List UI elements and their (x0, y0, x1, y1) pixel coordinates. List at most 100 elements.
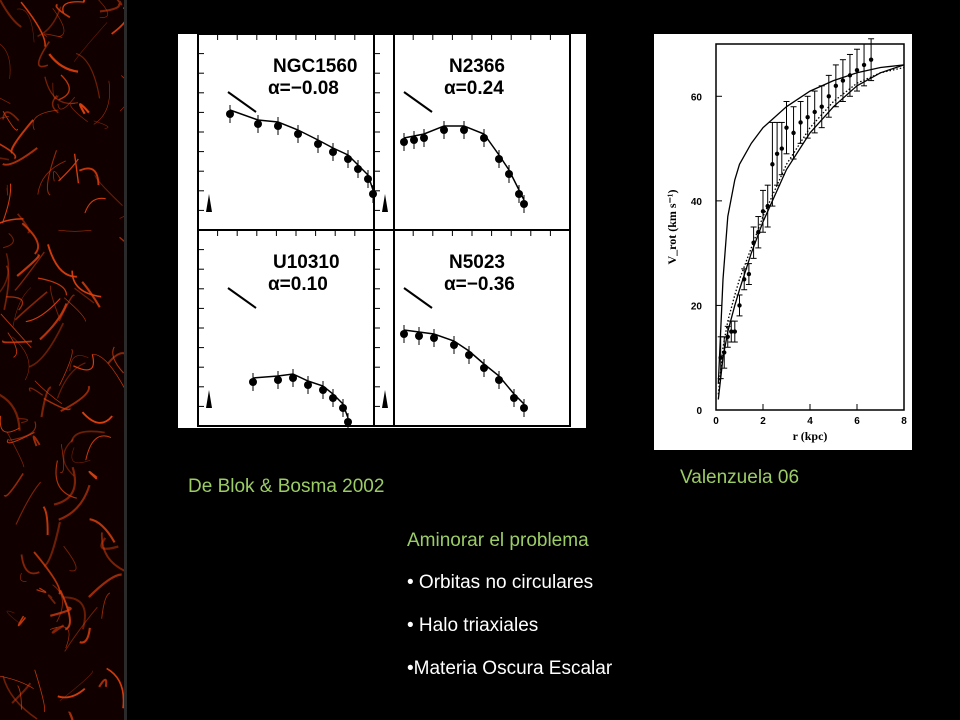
beam-marker (382, 390, 388, 408)
filament (1, 183, 12, 224)
filament (14, 291, 48, 321)
galaxy-label: NGC1560 (273, 56, 358, 77)
filament (119, 236, 126, 244)
filament (57, 96, 76, 110)
filament (37, 6, 62, 38)
filament (55, 3, 71, 19)
filament (7, 332, 18, 358)
filament (63, 545, 77, 572)
filament (34, 669, 46, 713)
filament (47, 594, 56, 605)
filament (101, 532, 126, 573)
filament (101, 592, 111, 619)
x-tick-label: 6 (854, 416, 860, 427)
beam-marker (382, 194, 388, 212)
data-point (798, 120, 803, 125)
filament (16, 8, 35, 43)
filament (8, 421, 37, 441)
filament (20, 554, 40, 575)
rotation-curves-grid: NGC1560α=−0.08N2366α=0.24U10310α=0.10N50… (197, 33, 571, 431)
filament (6, 431, 35, 444)
galaxy-label: N2366 (449, 56, 505, 77)
filament (0, 97, 11, 104)
filament (0, 143, 17, 160)
filament (0, 313, 32, 349)
filament (3, 265, 10, 311)
galaxy-label: U10310 (273, 252, 340, 273)
filament (107, 352, 126, 365)
filament (58, 74, 70, 101)
note-item: • Halo triaxiales (407, 615, 539, 636)
x-tick-label: 2 (760, 416, 766, 427)
data-point (770, 162, 775, 167)
filament (55, 460, 77, 499)
filament (58, 229, 92, 232)
filament (2, 232, 14, 249)
filament (79, 103, 90, 115)
beam-marker (206, 194, 212, 212)
data-point (854, 67, 860, 73)
filament (98, 0, 109, 19)
beam-marker (206, 390, 212, 408)
filament (84, 197, 106, 214)
right-figure-caption: Valenzuela 06 (680, 467, 800, 488)
data-point (805, 115, 810, 120)
filament (6, 431, 25, 468)
filament (58, 294, 75, 322)
filament (51, 94, 59, 114)
notes-list: • Orbitas no circulares • Halo triaxiale… (407, 572, 612, 701)
data-point (737, 303, 742, 308)
filament (42, 506, 49, 536)
filament (52, 584, 63, 623)
filament (37, 41, 50, 68)
data-point (746, 271, 752, 277)
data-point (774, 151, 780, 156)
data-point (718, 355, 723, 360)
filament (62, 1, 85, 14)
filament (116, 0, 123, 6)
data-point (861, 62, 867, 68)
data-point (819, 104, 824, 109)
data-point (847, 73, 853, 78)
data-point (840, 78, 846, 83)
filament (49, 285, 60, 318)
filament (81, 411, 113, 424)
filament (57, 687, 86, 699)
filament (69, 355, 89, 372)
filament (88, 573, 122, 598)
alpha-label: α=0.10 (268, 274, 328, 295)
data-point (784, 125, 789, 130)
filament (88, 470, 98, 480)
cosmic-web-texture (0, 0, 126, 720)
filament (59, 348, 73, 386)
data-point (722, 350, 727, 355)
slope-guide (403, 287, 433, 309)
filament (71, 270, 102, 298)
filament (85, 435, 112, 461)
rotation-curves-figure: NGC1560 α=−0.08 N2366 α=0.24 U10310 α=0.10 N50… (178, 33, 586, 431)
filament (20, 572, 27, 582)
y-tick-label: 60 (691, 92, 703, 103)
filament (0, 43, 11, 79)
filament (93, 80, 110, 125)
x-tick-label: 8 (901, 416, 907, 427)
filament (56, 362, 86, 399)
data-point (833, 83, 839, 89)
filament (17, 615, 27, 627)
filament (52, 8, 65, 37)
sidebar-divider (124, 0, 127, 720)
filament (36, 587, 47, 593)
x-tick-label: 0 (713, 416, 719, 427)
data-point (779, 146, 784, 151)
filament (37, 277, 68, 296)
filament (12, 336, 30, 381)
filament (20, 1, 46, 47)
model-curve (252, 373, 349, 419)
model-curve (403, 329, 525, 405)
filament (47, 244, 77, 278)
filament (40, 386, 52, 418)
y-tick-label: 40 (691, 197, 703, 208)
filament (89, 518, 116, 543)
filament (6, 184, 8, 196)
